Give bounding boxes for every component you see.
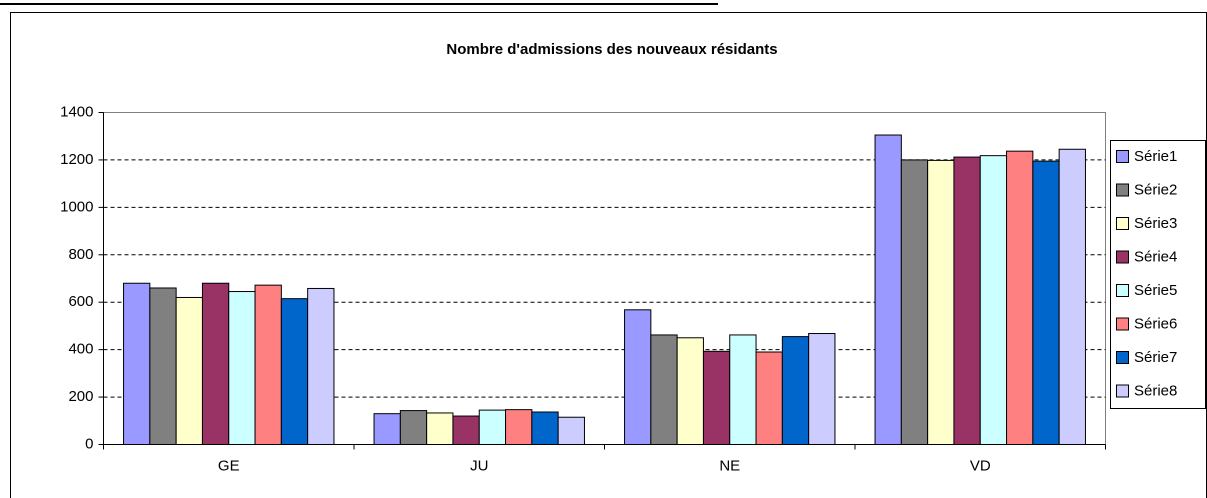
bar — [426, 412, 454, 445]
bar — [452, 415, 480, 445]
x-tick-label: JU — [470, 457, 488, 474]
bar — [478, 409, 507, 446]
bar — [702, 350, 731, 445]
x-tick-label: GE — [218, 457, 240, 474]
bar — [228, 291, 256, 445]
y-tick-label: 200 — [68, 388, 93, 405]
bar — [729, 334, 757, 445]
bar — [1006, 150, 1034, 445]
chart-title: Nombre d'admissions des nouveaux résidan… — [446, 41, 777, 58]
legend-label: Série7 — [1134, 349, 1177, 366]
bar — [531, 411, 559, 445]
x-tick-label: VD — [970, 457, 991, 474]
legend-label: Série4 — [1134, 248, 1177, 265]
bar — [254, 284, 282, 446]
y-tick-label: 1200 — [60, 151, 93, 168]
bar — [676, 337, 704, 445]
bar — [280, 298, 309, 445]
y-tick-label: 1400 — [60, 103, 93, 120]
bar — [874, 134, 902, 445]
bar — [650, 334, 678, 445]
legend-swatch — [1116, 351, 1129, 364]
bar — [201, 282, 230, 445]
bar — [624, 309, 652, 445]
bar — [373, 413, 401, 445]
bar — [1032, 160, 1060, 445]
legend-swatch — [1116, 217, 1129, 230]
bar — [505, 409, 533, 446]
bar — [1058, 148, 1086, 445]
legend-label: Série2 — [1134, 181, 1177, 198]
bar — [900, 159, 929, 446]
bar — [953, 156, 981, 445]
y-tick-label: 1000 — [60, 198, 93, 215]
legend-swatch — [1116, 183, 1129, 197]
bar — [123, 282, 151, 445]
bar — [399, 410, 428, 445]
legend-label: Série6 — [1134, 315, 1177, 332]
legend-label: Série8 — [1134, 382, 1177, 399]
bar — [755, 351, 783, 445]
bar — [307, 287, 335, 445]
y-tick-label: 400 — [68, 341, 93, 358]
bar — [149, 287, 177, 445]
y-tick-label: 0 — [85, 435, 93, 452]
legend-swatch — [1116, 150, 1129, 163]
bar — [808, 333, 836, 446]
bar — [557, 416, 585, 446]
legend-swatch — [1116, 284, 1129, 297]
bar — [927, 159, 955, 445]
bar — [979, 155, 1008, 445]
legend-label: Série3 — [1134, 215, 1177, 232]
legend-label: Série5 — [1134, 282, 1177, 299]
legend-swatch — [1116, 250, 1129, 264]
legend-swatch — [1116, 317, 1129, 331]
y-tick-label: 800 — [68, 246, 93, 263]
bar — [781, 336, 810, 446]
bar — [175, 296, 203, 445]
y-tick-label: 600 — [68, 293, 93, 310]
x-tick-label: NE — [719, 457, 740, 474]
legend-label: Série1 — [1134, 148, 1177, 165]
legend-swatch — [1116, 384, 1129, 398]
